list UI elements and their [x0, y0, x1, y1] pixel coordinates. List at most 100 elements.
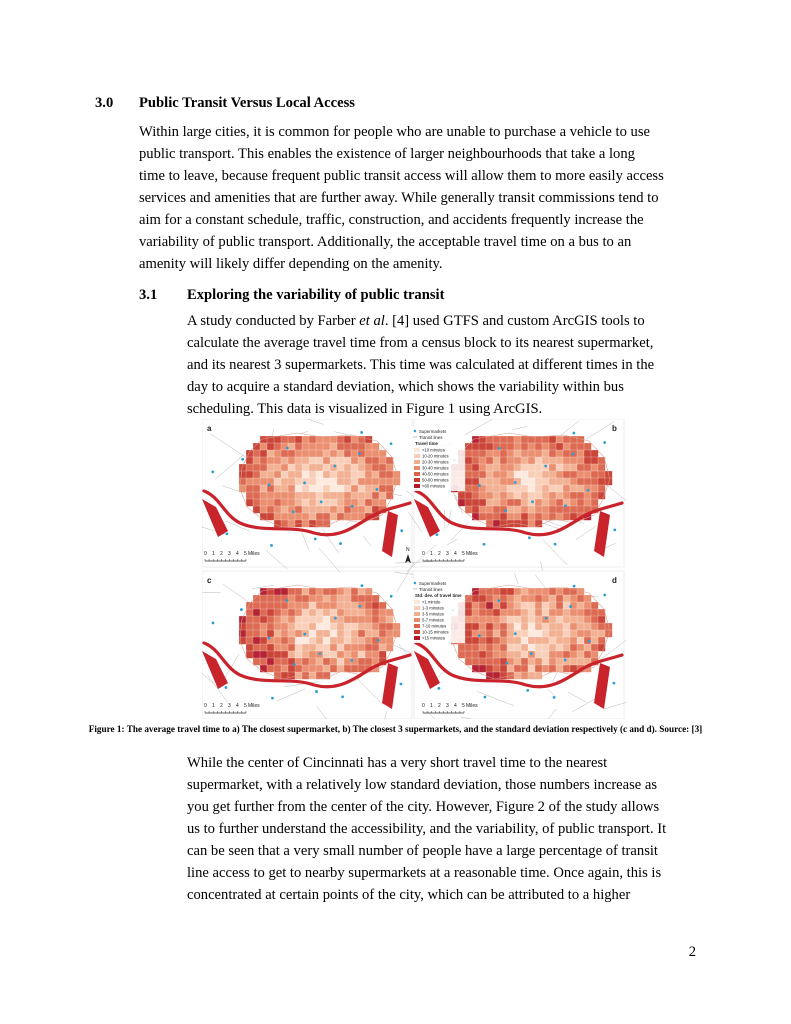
- census-block: [238, 622, 247, 631]
- map-panel: c0 1 2 3 4 5 Miles: [183, 544, 436, 729]
- census-block: [541, 470, 550, 479]
- census-block: [520, 456, 529, 465]
- census-block: [336, 615, 345, 624]
- census-block: [499, 622, 508, 631]
- census-block: [301, 498, 310, 507]
- census-block: [597, 629, 606, 638]
- census-block: [329, 442, 338, 451]
- census-block: [308, 671, 317, 680]
- census-block: [548, 484, 557, 493]
- census-block: [371, 470, 380, 479]
- census-block: [562, 435, 571, 444]
- census-block: [343, 636, 352, 645]
- road-line: [447, 510, 452, 528]
- subsection-line: supermarket, with a relatively low stand…: [187, 777, 658, 793]
- census-block: [534, 477, 543, 486]
- census-block: [555, 505, 564, 514]
- census-block: [280, 629, 289, 638]
- census-block: [287, 519, 296, 528]
- census-block: [534, 449, 543, 458]
- legend-class-label: 30-40 minutes: [422, 466, 449, 471]
- census-block: [513, 657, 522, 666]
- census-block: [569, 498, 578, 507]
- supermarket-dot: [483, 695, 487, 699]
- census-block: [471, 463, 480, 472]
- census-block: [541, 498, 550, 507]
- supermarket-dot: [482, 542, 486, 546]
- census-block: [485, 470, 494, 479]
- census-block: [322, 519, 331, 528]
- legend-swatch: [414, 460, 420, 464]
- census-block: [583, 442, 592, 451]
- census-block: [513, 505, 522, 514]
- census-block: [259, 636, 268, 645]
- census-block: [350, 435, 359, 444]
- census-block: [485, 463, 494, 472]
- census-block: [492, 615, 501, 624]
- legend-class-label: 50-60 minutes: [422, 478, 449, 483]
- supermarket-dot: [544, 464, 548, 468]
- census-block: [315, 491, 324, 500]
- census-block: [329, 650, 338, 659]
- census-block: [252, 622, 261, 631]
- census-block: [513, 650, 522, 659]
- census-block: [238, 477, 247, 486]
- census-block: [371, 608, 380, 617]
- census-block: [308, 643, 317, 652]
- census-block: [548, 650, 557, 659]
- census-block: [597, 484, 606, 493]
- census-block: [343, 608, 352, 617]
- census-block: [364, 505, 373, 514]
- scalebar-tick-label: 4: [454, 703, 457, 709]
- census-block: [336, 477, 345, 486]
- scalebar: 0 1 2 3 4 5 Miles: [422, 703, 478, 714]
- census-block: [471, 657, 480, 666]
- census-block: [364, 636, 373, 645]
- census-block: [555, 622, 564, 631]
- census-block: [471, 449, 480, 458]
- census-block: [280, 512, 289, 521]
- census-block: [499, 664, 508, 673]
- census-block: [329, 594, 338, 603]
- supermarket-dot: [571, 452, 575, 456]
- census-block: [287, 643, 296, 652]
- river-segment: [414, 651, 440, 689]
- census-block: [315, 456, 324, 465]
- census-block: [555, 594, 564, 603]
- road-line: [567, 691, 587, 703]
- census-block: [492, 636, 501, 645]
- census-block: [343, 449, 352, 458]
- census-block: [513, 484, 522, 493]
- census-block: [280, 615, 289, 624]
- census-block: [590, 643, 599, 652]
- census-block: [548, 629, 557, 638]
- river-segment: [382, 663, 398, 709]
- census-block: [308, 463, 317, 472]
- census-block: [492, 650, 501, 659]
- census-block: [485, 615, 494, 624]
- census-block: [506, 477, 515, 486]
- census-block: [520, 664, 529, 673]
- census-block: [478, 650, 487, 659]
- census-block: [555, 491, 564, 500]
- census-block: [555, 643, 564, 652]
- census-block: [322, 671, 331, 680]
- census-block: [527, 657, 536, 666]
- census-block: [301, 601, 310, 610]
- census-block: [569, 608, 578, 617]
- census-block: [294, 664, 303, 673]
- census-block: [506, 622, 515, 631]
- census-block: [259, 629, 268, 638]
- census-block: [464, 643, 473, 652]
- census-block: [471, 636, 480, 645]
- census-block: [294, 456, 303, 465]
- census-block: [534, 491, 543, 500]
- census-block: [385, 622, 394, 631]
- census-block: [562, 470, 571, 479]
- census-block: [357, 491, 366, 500]
- river-band: [202, 489, 412, 537]
- supermarket-dot: [513, 632, 517, 636]
- census-block: [343, 615, 352, 624]
- census-block: [569, 477, 578, 486]
- section-heading: 3.0 Public Transit Versus Local Access: [95, 93, 355, 113]
